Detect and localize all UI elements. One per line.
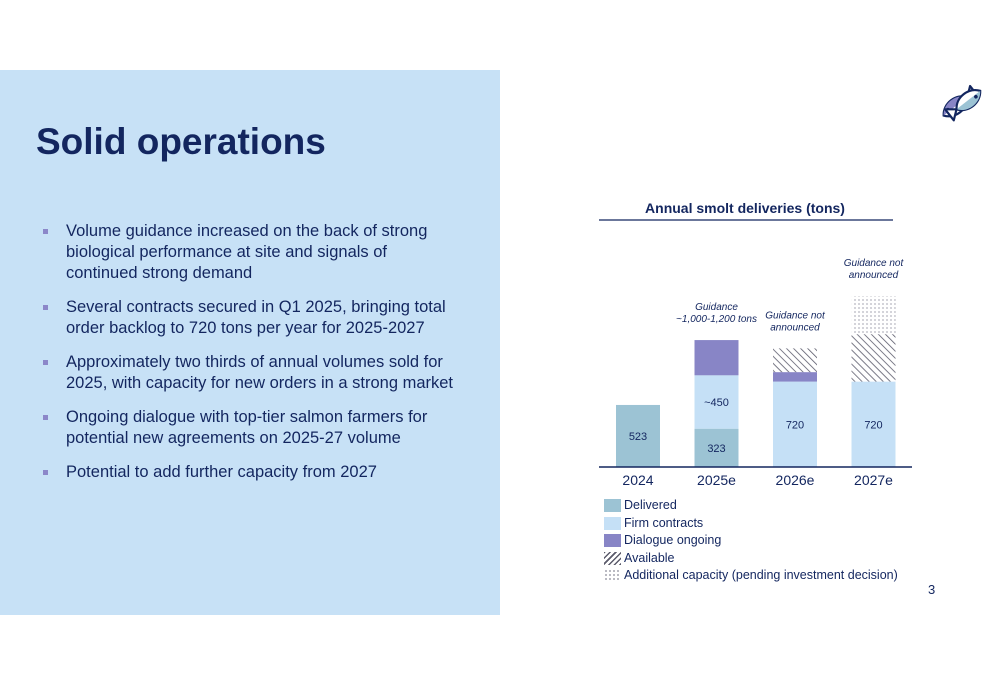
x-tick-label: 2026e — [776, 472, 815, 488]
legend-label: Dialogue ongoing — [624, 533, 722, 548]
bullet-text: Volume guidance increased on the back of… — [66, 222, 428, 282]
bar-available-2027e — [851, 334, 896, 382]
chart-plot: 2024 2025e Guidance~1,000-1,200 tons 2026e G… — [599, 219, 912, 488]
x-tick-label: 2024 — [622, 472, 653, 488]
square-bullet-icon — [43, 229, 48, 234]
bar-annotation: ~1,000-1,200 tons — [676, 314, 757, 325]
bar-additional-2027e — [851, 296, 896, 335]
legend-item: Additional capacity (pending investment … — [604, 567, 898, 585]
legend-label: Additional capacity (pending investment … — [624, 568, 898, 583]
bar-annotation: Guidance not — [765, 310, 826, 321]
twin-fish-logo-icon — [932, 80, 990, 124]
page-number: 3 — [928, 582, 936, 597]
square-bullet-icon — [43, 470, 48, 475]
legend-label: Firm contracts — [624, 515, 704, 530]
bar-dialogue-2025e — [694, 340, 739, 376]
legend-swatch-hatch — [604, 551, 621, 565]
bullet-item: Ongoing dialogue with top-tier salmon fa… — [40, 407, 460, 449]
bar-dialogue-2026e — [773, 372, 817, 382]
bar-firm-2027e — [851, 381, 896, 467]
bullet-text: Several contracts secured in Q1 2025, br… — [66, 298, 446, 337]
smolt-deliveries-chart: 2024 2025e Guidance ~1,000-1,200 tons 2026e G… — [590, 195, 930, 595]
bullet-item: Potential to add further capacity from 2… — [40, 462, 460, 483]
bar-delivered-2025e — [694, 428, 739, 467]
bullet-list: Volume guidance increased on the back of… — [40, 221, 460, 496]
data-label: 523 — [629, 431, 647, 443]
chart-title: Annual smolt deliveries (tons) — [645, 200, 845, 216]
legend-item: Available — [604, 550, 898, 568]
legend-swatch-solid — [604, 534, 621, 548]
bullet-text: Potential to add further capacity from 2… — [66, 463, 377, 481]
data-label: 323 — [707, 443, 725, 455]
chart-legend: Delivered Firm contracts Dialogue ongoing A… — [604, 497, 898, 585]
bar-annotation: Guidance not — [844, 258, 905, 269]
page-title: Solid operations — [36, 121, 326, 162]
legend-swatch-dots — [604, 569, 621, 583]
bar-firm-2025e — [694, 375, 739, 429]
bar-available-2026e — [773, 348, 817, 373]
bullet-item: Several contracts secured in Q1 2025, br… — [40, 297, 460, 339]
x-tick-label: 2025e — [697, 472, 736, 488]
legend-item: Delivered — [604, 497, 898, 515]
square-bullet-icon — [43, 305, 48, 310]
bullet-text: Ongoing dialogue with top-tier salmon fa… — [66, 408, 428, 447]
data-label: 720 — [864, 419, 882, 431]
bar-annotation: announced — [849, 270, 899, 281]
bar-annotation: Guidance — [695, 302, 738, 313]
bar-firm-2026e — [773, 381, 817, 467]
data-label: 720 — [786, 419, 804, 431]
data-label: ~450 — [704, 397, 729, 409]
bullet-item: Volume guidance increased on the back of… — [40, 221, 460, 284]
legend-item: Dialogue ongoing — [604, 532, 898, 550]
legend-swatch-solid — [604, 516, 621, 530]
bullet-item: Approximately two thirds of annual volum… — [40, 352, 460, 394]
bar-annotation: announced — [770, 322, 820, 333]
x-tick-label: 2027e — [854, 472, 893, 488]
left-panel — [0, 70, 500, 615]
legend-label: Delivered — [624, 498, 677, 512]
legend-swatch-solid — [604, 499, 621, 512]
bar-delivered-2024 — [616, 404, 660, 467]
square-bullet-icon — [43, 415, 48, 420]
legend-label: Available — [624, 550, 675, 565]
bullet-text: Approximately two thirds of annual volum… — [66, 353, 454, 392]
square-bullet-icon — [43, 360, 48, 365]
legend-item: Firm contracts — [604, 515, 898, 533]
